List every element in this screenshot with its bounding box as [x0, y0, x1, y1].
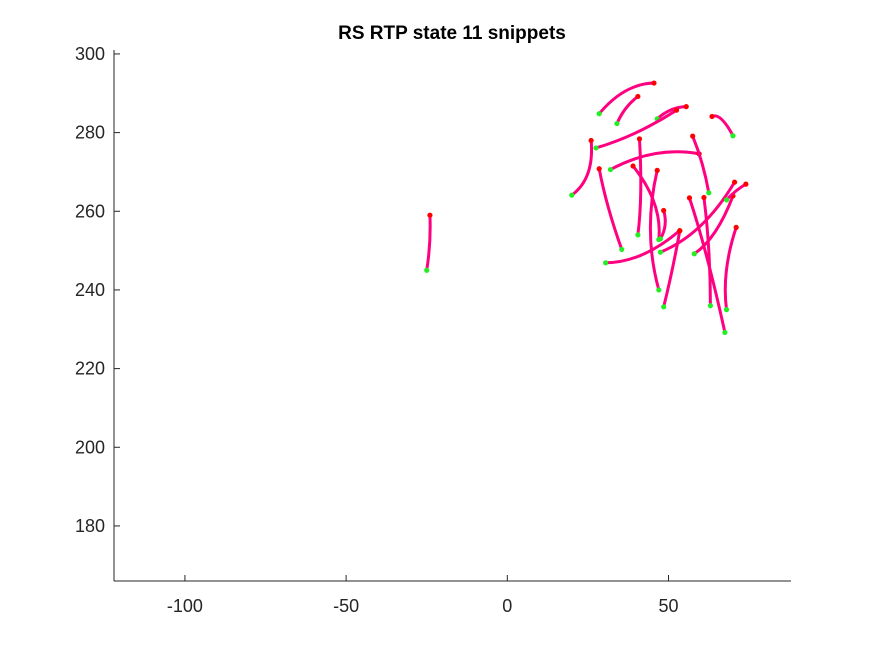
snippet-6 [709, 113, 736, 139]
snippet-start-point [707, 303, 714, 309]
snippet-end-point [596, 166, 602, 172]
snippet-path [631, 164, 661, 242]
snippet-end-point [588, 137, 594, 144]
snippet-path [608, 150, 701, 172]
snippet-start-point [657, 249, 664, 255]
snippet-path [710, 114, 735, 138]
snippet-8 [607, 150, 702, 173]
y-tick-label: 280 [75, 123, 105, 143]
snippet-start-point [657, 236, 664, 242]
snippet-2 [596, 80, 657, 117]
snippet-start-point [723, 197, 730, 203]
snippet-start-point [607, 166, 614, 173]
snippet-end-point [733, 224, 739, 230]
snippet-end-point [673, 107, 680, 113]
y-tick-label: 200 [75, 437, 105, 457]
snippet-path [615, 94, 640, 126]
snippet-start-point [723, 307, 730, 313]
snippet-path [604, 229, 682, 265]
snippet-end-point [701, 194, 707, 201]
snippet-10 [635, 136, 643, 238]
snippet-21 [723, 224, 739, 313]
snippet-end-point [654, 167, 660, 173]
snippets [424, 80, 749, 336]
snippet-end-point [677, 228, 683, 234]
snippet-19 [701, 194, 714, 309]
snippet-path [662, 229, 682, 309]
snippet-path [597, 167, 624, 251]
snippet-20 [686, 195, 728, 336]
y-tick-label: 240 [75, 280, 105, 300]
snippet-start-point [596, 111, 602, 117]
snippet-end-point [686, 195, 693, 201]
snippet-start-point [614, 120, 620, 127]
snippet-end-point [636, 136, 643, 142]
snippet-end-point [709, 113, 715, 120]
snippet-start-point [730, 133, 736, 139]
snippet-path [692, 194, 735, 256]
y-tick-label: 180 [75, 516, 105, 536]
snippet-16 [661, 228, 683, 310]
snippet-path [636, 137, 643, 237]
y-tick-label: 220 [75, 359, 105, 379]
snippet-path [570, 138, 594, 197]
snippet-start-point [603, 260, 609, 266]
snippet-11 [648, 167, 662, 293]
snippet-start-point [593, 145, 599, 151]
snippet-start-point [424, 267, 430, 273]
snippet-path [658, 180, 737, 254]
snippet-path [648, 168, 661, 292]
snippet-path [425, 213, 432, 272]
snippet-7 [569, 137, 594, 198]
snippet-start-point [619, 246, 625, 253]
snippet-path [597, 81, 656, 116]
snippet-end-point [635, 93, 641, 100]
snippet-14 [657, 207, 667, 242]
snippet-path [687, 196, 727, 334]
snippet-22 [723, 181, 749, 203]
snippet-start-point [706, 190, 712, 196]
x-ticks: -100 -50 0 50 [167, 575, 679, 616]
snippet-end-point [683, 104, 689, 110]
snippet-path [594, 108, 679, 150]
snippet-end-point [743, 181, 749, 187]
snippet-path [658, 208, 667, 241]
snippet-path [691, 134, 711, 195]
plot-area: -100 -50 0 50 180 200 220 240 260 280 300 [75, 44, 791, 616]
x-tick-label: -50 [333, 596, 359, 616]
snippet-start-point [656, 287, 662, 293]
snippet-end-point [651, 80, 657, 86]
snippet-5 [593, 107, 680, 151]
snippet-9 [690, 133, 712, 196]
snippet-end-point [661, 207, 667, 214]
y-tick-label: 260 [75, 201, 105, 221]
snippet-end-point [731, 179, 738, 185]
snippet-path [723, 225, 738, 312]
x-tick-label: 50 [658, 596, 678, 616]
x-tick-label: -100 [167, 596, 203, 616]
snippet-end-point [427, 212, 433, 218]
y-ticks: 180 200 220 240 260 280 300 [75, 44, 120, 536]
snippet-path [702, 196, 712, 308]
snippet-start-point [635, 232, 641, 238]
y-tick-label: 300 [75, 44, 105, 64]
snippet-start-point [722, 329, 728, 336]
snippet-start-point [569, 192, 575, 198]
snippet-3 [614, 93, 641, 127]
snippet-start-point [661, 304, 667, 310]
snippet-12 [596, 166, 625, 253]
snippet-1 [424, 212, 433, 273]
x-tick-label: 0 [502, 596, 512, 616]
snippet-end-point [630, 163, 636, 169]
snippet-17 [657, 179, 738, 255]
chart-title: RS RTP state 11 snippets [338, 23, 566, 44]
snippet-start-point [691, 251, 697, 257]
snippet-end-point [690, 133, 696, 139]
